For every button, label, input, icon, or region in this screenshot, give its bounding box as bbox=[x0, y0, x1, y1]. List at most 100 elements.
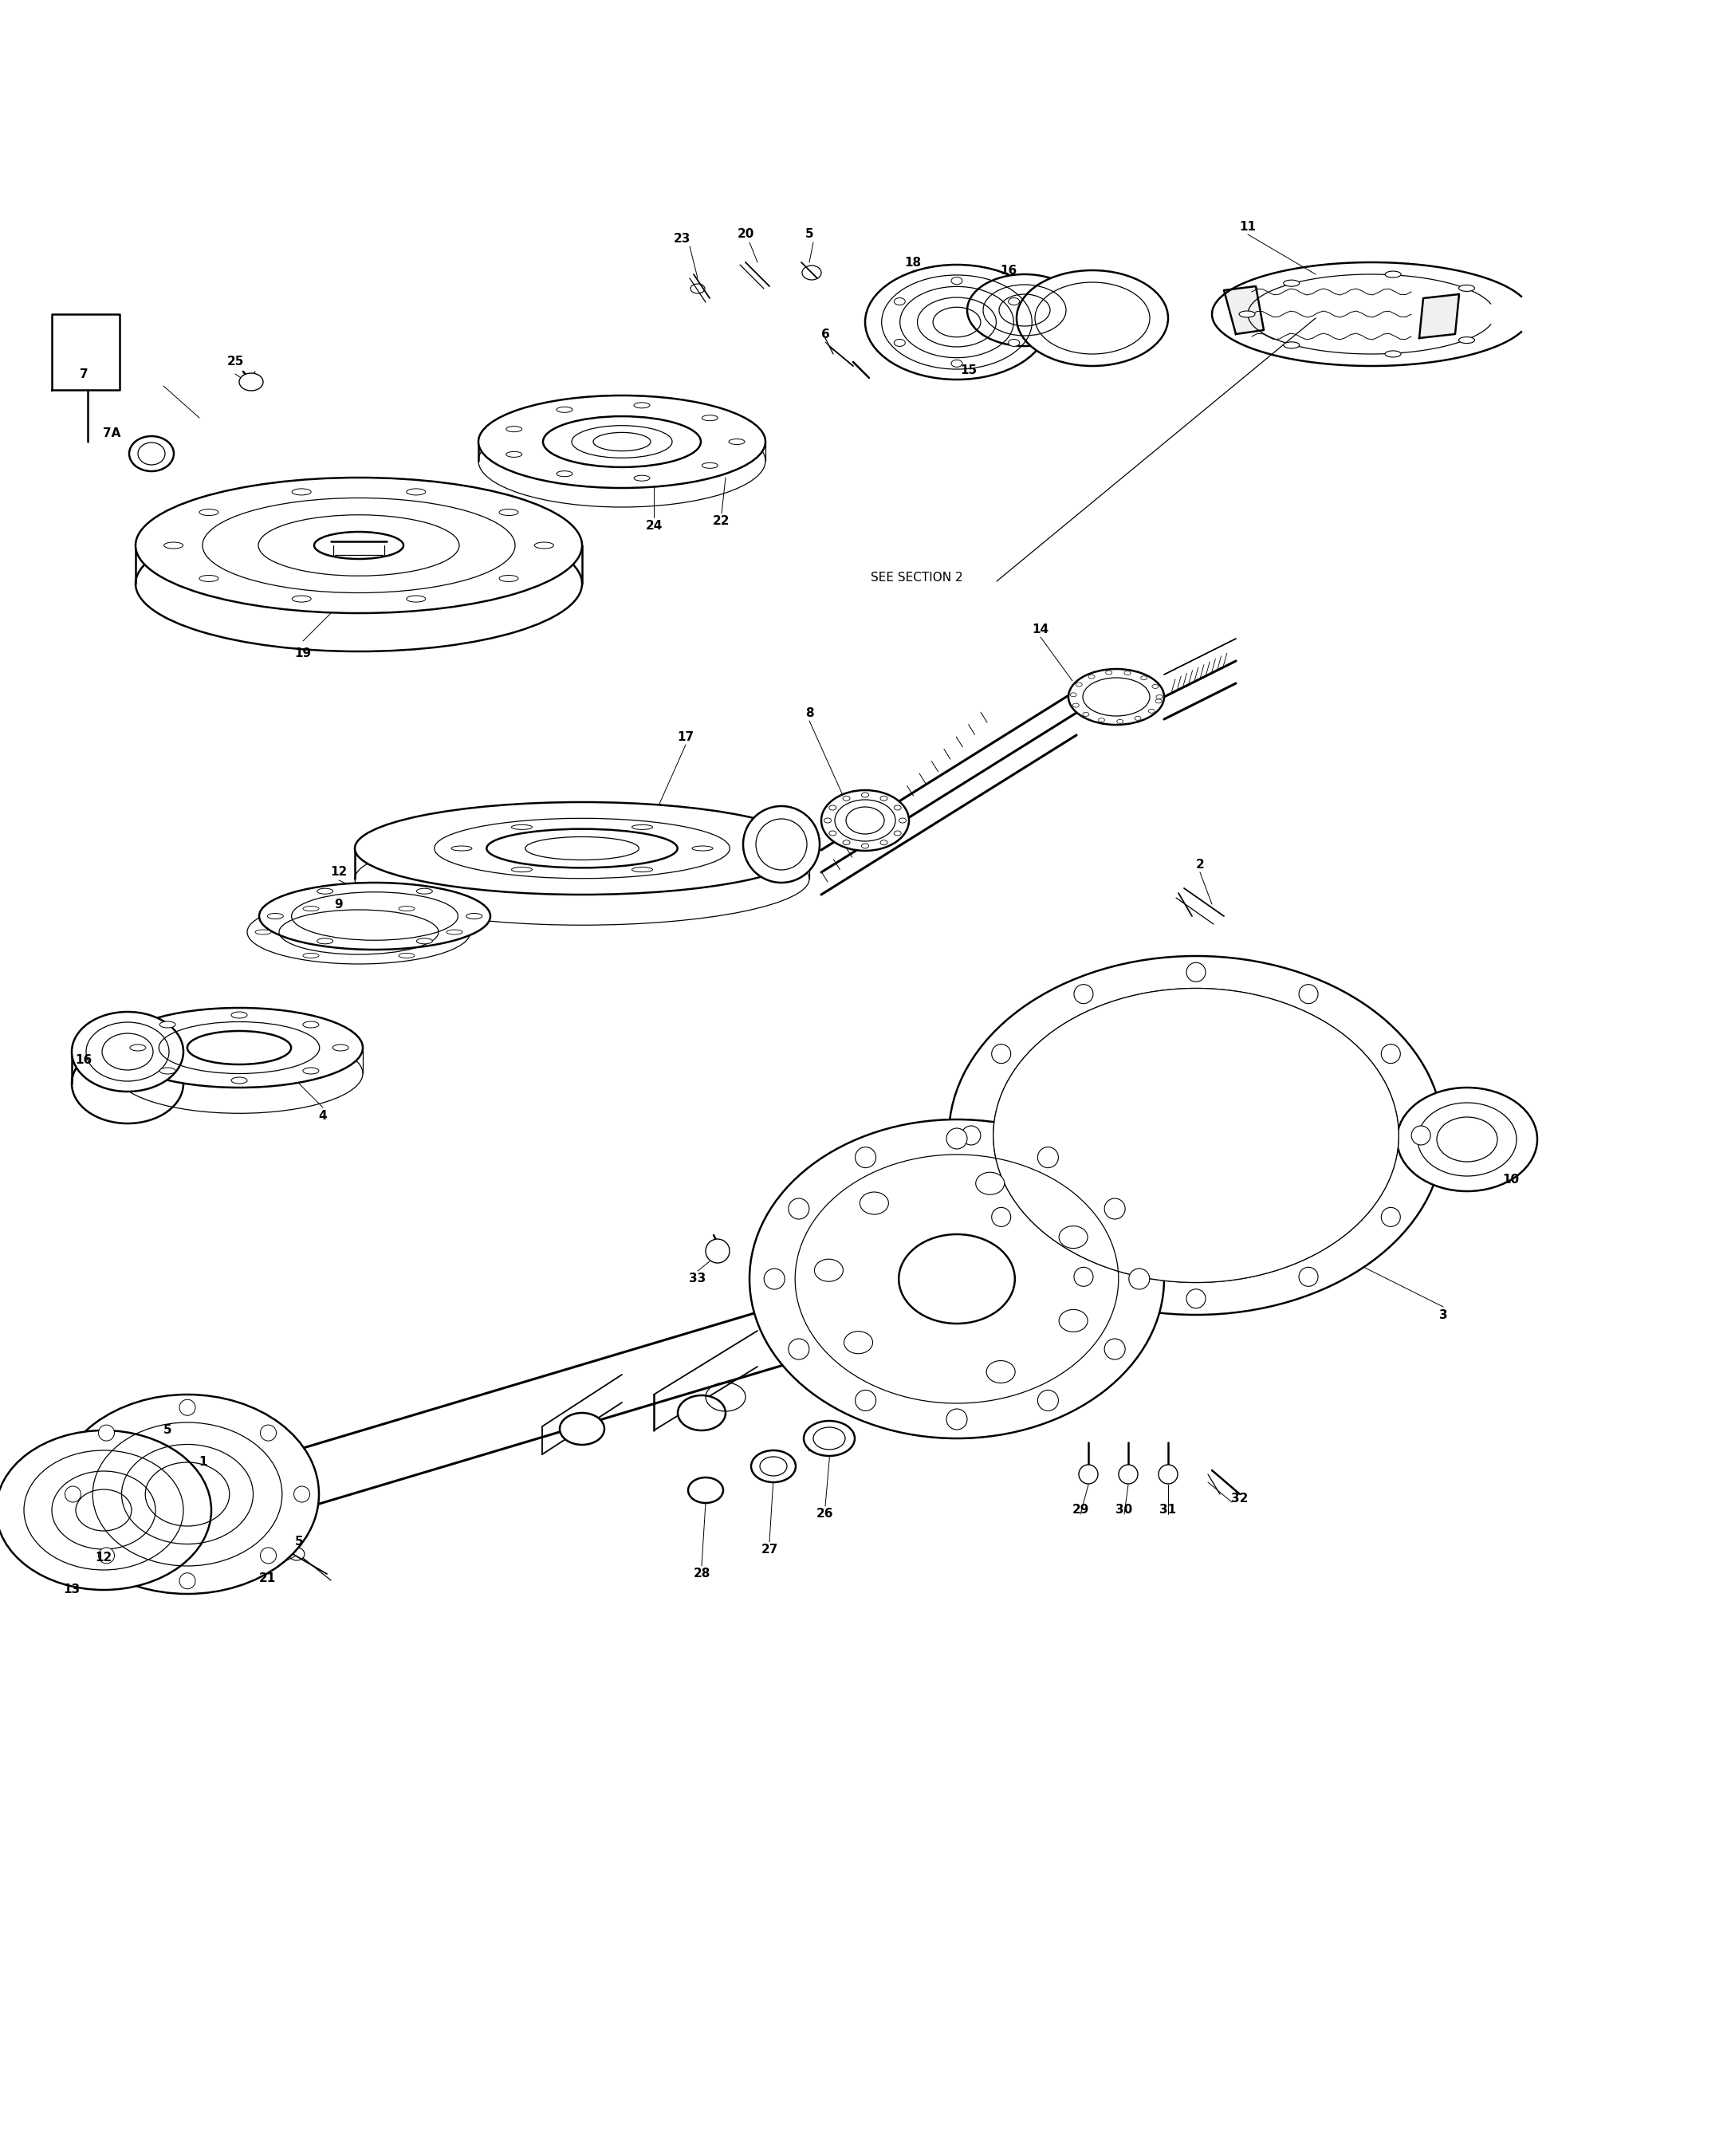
Ellipse shape bbox=[994, 987, 1398, 1283]
Ellipse shape bbox=[633, 474, 651, 481]
Text: 29: 29 bbox=[1072, 1505, 1090, 1516]
Ellipse shape bbox=[1156, 694, 1162, 699]
Ellipse shape bbox=[1083, 711, 1090, 716]
Ellipse shape bbox=[451, 845, 472, 852]
Circle shape bbox=[855, 1147, 876, 1169]
Text: 15: 15 bbox=[961, 364, 977, 375]
Text: 32: 32 bbox=[1232, 1492, 1249, 1505]
Text: 23: 23 bbox=[673, 233, 691, 244]
Ellipse shape bbox=[1239, 310, 1254, 317]
Text: 12: 12 bbox=[95, 1552, 113, 1563]
Ellipse shape bbox=[291, 489, 311, 496]
Circle shape bbox=[1187, 1289, 1206, 1309]
Ellipse shape bbox=[1088, 675, 1095, 679]
Ellipse shape bbox=[633, 403, 651, 407]
Ellipse shape bbox=[135, 479, 581, 612]
Ellipse shape bbox=[862, 843, 869, 847]
Text: 11: 11 bbox=[1239, 220, 1256, 233]
Ellipse shape bbox=[1076, 683, 1083, 686]
Text: 25: 25 bbox=[227, 356, 243, 369]
Ellipse shape bbox=[71, 1011, 184, 1091]
Ellipse shape bbox=[894, 298, 906, 304]
Ellipse shape bbox=[1058, 1309, 1088, 1332]
Circle shape bbox=[1105, 1339, 1126, 1360]
Ellipse shape bbox=[632, 826, 652, 830]
Ellipse shape bbox=[821, 789, 909, 852]
Ellipse shape bbox=[1459, 336, 1475, 343]
Text: 4: 4 bbox=[319, 1110, 328, 1121]
Ellipse shape bbox=[246, 901, 470, 964]
Ellipse shape bbox=[894, 806, 900, 811]
Ellipse shape bbox=[861, 1192, 888, 1214]
Text: 19: 19 bbox=[295, 647, 311, 660]
Ellipse shape bbox=[0, 1429, 212, 1589]
Ellipse shape bbox=[829, 830, 836, 837]
Ellipse shape bbox=[399, 953, 415, 957]
Ellipse shape bbox=[467, 914, 482, 918]
Ellipse shape bbox=[56, 1395, 319, 1593]
Ellipse shape bbox=[689, 1477, 723, 1503]
Ellipse shape bbox=[479, 395, 765, 487]
Ellipse shape bbox=[1105, 671, 1112, 675]
Circle shape bbox=[179, 1574, 196, 1589]
Circle shape bbox=[99, 1548, 115, 1563]
Ellipse shape bbox=[1156, 699, 1162, 703]
Circle shape bbox=[293, 1485, 311, 1503]
Ellipse shape bbox=[160, 1067, 175, 1074]
Ellipse shape bbox=[692, 845, 713, 852]
Ellipse shape bbox=[678, 1395, 725, 1429]
Ellipse shape bbox=[259, 882, 491, 949]
Ellipse shape bbox=[356, 802, 809, 895]
Ellipse shape bbox=[534, 541, 553, 548]
Ellipse shape bbox=[1149, 709, 1156, 714]
Ellipse shape bbox=[130, 1044, 146, 1050]
Ellipse shape bbox=[843, 796, 850, 800]
Ellipse shape bbox=[899, 817, 906, 824]
Ellipse shape bbox=[1058, 1227, 1088, 1248]
Circle shape bbox=[788, 1199, 809, 1218]
Ellipse shape bbox=[239, 373, 264, 390]
Ellipse shape bbox=[632, 867, 652, 871]
Ellipse shape bbox=[304, 953, 319, 957]
Ellipse shape bbox=[399, 906, 415, 912]
Ellipse shape bbox=[200, 576, 219, 582]
Text: 27: 27 bbox=[762, 1544, 777, 1557]
Ellipse shape bbox=[500, 509, 519, 515]
Ellipse shape bbox=[116, 1007, 363, 1087]
Ellipse shape bbox=[803, 1421, 855, 1455]
Text: 26: 26 bbox=[817, 1509, 835, 1520]
Ellipse shape bbox=[951, 278, 963, 285]
Ellipse shape bbox=[507, 427, 522, 431]
Text: 8: 8 bbox=[805, 707, 814, 718]
Circle shape bbox=[1105, 1199, 1126, 1218]
Ellipse shape bbox=[446, 929, 463, 934]
Ellipse shape bbox=[894, 338, 906, 347]
Circle shape bbox=[1381, 1044, 1400, 1063]
Polygon shape bbox=[1223, 287, 1263, 334]
Text: 31: 31 bbox=[1159, 1505, 1176, 1516]
Ellipse shape bbox=[1159, 1464, 1178, 1483]
Text: 10: 10 bbox=[1503, 1173, 1520, 1186]
Ellipse shape bbox=[880, 796, 887, 800]
Ellipse shape bbox=[416, 888, 432, 895]
Ellipse shape bbox=[703, 464, 718, 468]
Circle shape bbox=[99, 1425, 115, 1440]
Text: 14: 14 bbox=[1032, 623, 1050, 636]
Ellipse shape bbox=[1135, 716, 1142, 720]
Ellipse shape bbox=[814, 1259, 843, 1281]
Text: 24: 24 bbox=[645, 520, 663, 530]
Circle shape bbox=[946, 1408, 966, 1429]
Circle shape bbox=[1300, 985, 1319, 1003]
Text: 20: 20 bbox=[737, 229, 755, 241]
Text: 5: 5 bbox=[805, 229, 814, 241]
Ellipse shape bbox=[512, 867, 533, 871]
Circle shape bbox=[855, 1391, 876, 1410]
Ellipse shape bbox=[703, 416, 718, 420]
Ellipse shape bbox=[1397, 1087, 1537, 1192]
Text: 5: 5 bbox=[163, 1425, 172, 1436]
Circle shape bbox=[1129, 1268, 1150, 1289]
Circle shape bbox=[788, 1339, 809, 1360]
Ellipse shape bbox=[1385, 351, 1400, 358]
Circle shape bbox=[64, 1485, 82, 1503]
Ellipse shape bbox=[304, 906, 319, 912]
